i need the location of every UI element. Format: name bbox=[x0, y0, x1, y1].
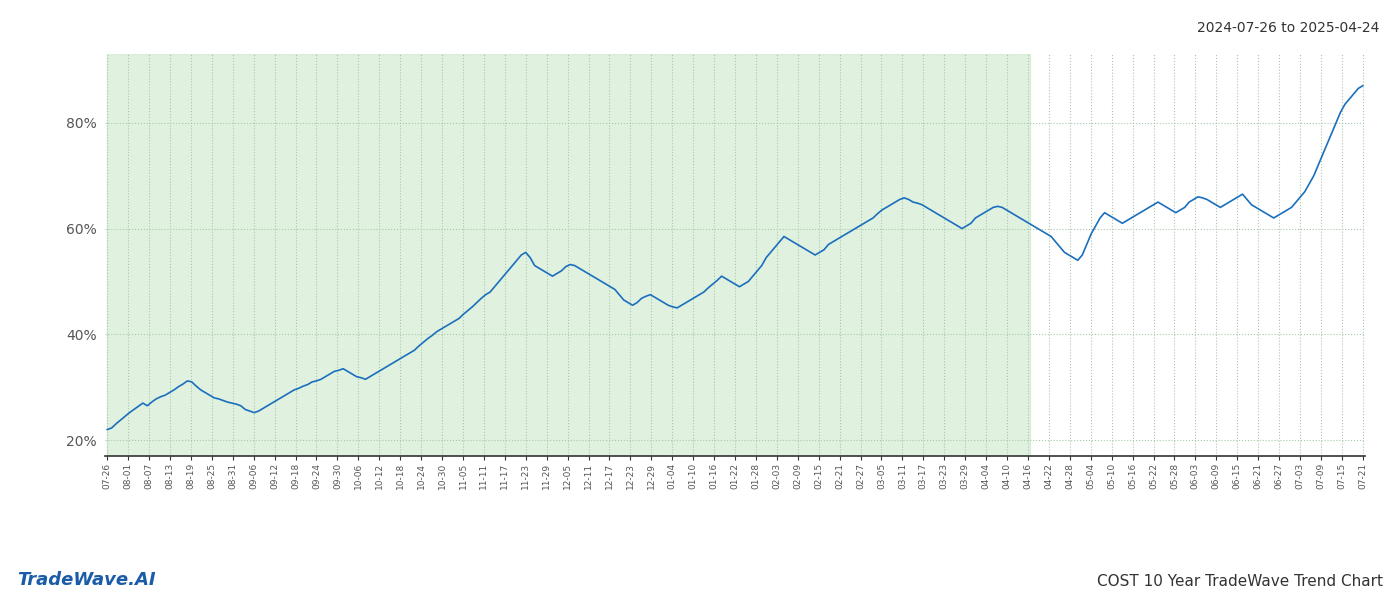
Text: TradeWave.AI: TradeWave.AI bbox=[17, 571, 155, 589]
Text: 2024-07-26 to 2025-04-24: 2024-07-26 to 2025-04-24 bbox=[1197, 21, 1379, 35]
Text: COST 10 Year TradeWave Trend Chart: COST 10 Year TradeWave Trend Chart bbox=[1098, 574, 1383, 589]
Bar bbox=[108, 54, 1030, 456]
